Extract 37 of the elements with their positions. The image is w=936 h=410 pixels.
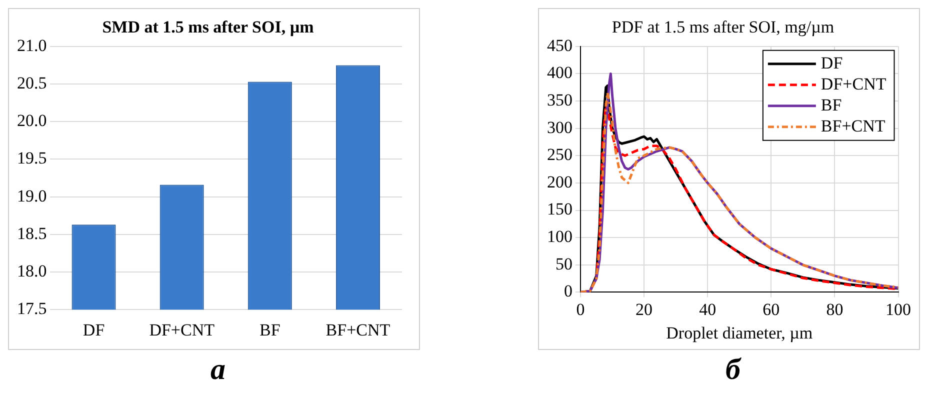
- legend-label: DF+CNT: [820, 74, 887, 94]
- x-tick-label: BF: [260, 320, 280, 340]
- y-tick-label: 250: [547, 145, 572, 164]
- x-tick-label: 40: [699, 300, 716, 319]
- legend-label: DF: [820, 53, 843, 72]
- y-tick-label: 21.0: [17, 36, 47, 55]
- chart-title: SMD at 1.5 ms after SOI, µm: [102, 18, 314, 37]
- y-tick-label: 350: [547, 90, 572, 110]
- y-tick-label: 17.5: [17, 299, 47, 318]
- legend-label: BF: [820, 95, 842, 114]
- y-tick-label: 19.5: [17, 148, 47, 168]
- y-tick-label: 20.5: [17, 73, 47, 92]
- x-tick-label: BF+CNT: [326, 320, 391, 340]
- y-tick-label: 200: [547, 172, 572, 192]
- y-tick-label: 100: [547, 227, 572, 246]
- x-tick-label: 80: [826, 300, 844, 319]
- y-tick-label: 18.0: [17, 261, 47, 280]
- y-tick-label: 0: [564, 282, 572, 301]
- y-tick-label: 400: [547, 63, 572, 82]
- y-tick-label: 20.0: [17, 111, 47, 130]
- x-tick-label: 0: [576, 300, 585, 319]
- y-tick-label: 150: [547, 200, 572, 219]
- text: б: [724, 352, 742, 388]
- y-tick-label: 300: [547, 118, 572, 137]
- x-tick-label: 20: [636, 300, 653, 319]
- chart-title: PDF at 1.5 ms after SOI, mg/µm: [612, 18, 834, 37]
- y-tick-label: 18.5: [17, 224, 47, 243]
- x-tick-label: DF+CNT: [149, 320, 216, 340]
- x-tick-label: 60: [762, 300, 780, 319]
- x-tick-label: 100: [886, 300, 911, 319]
- y-tick-label: 50: [556, 254, 572, 274]
- text: а: [210, 352, 226, 388]
- y-tick-label: 450: [547, 36, 572, 55]
- x-tick-label: DF: [82, 320, 105, 340]
- legend-label: BF+CNT: [820, 116, 886, 136]
- y-tick-label: 19.0: [17, 186, 47, 206]
- x-axis-title: Droplet diameter, µm: [666, 323, 813, 342]
